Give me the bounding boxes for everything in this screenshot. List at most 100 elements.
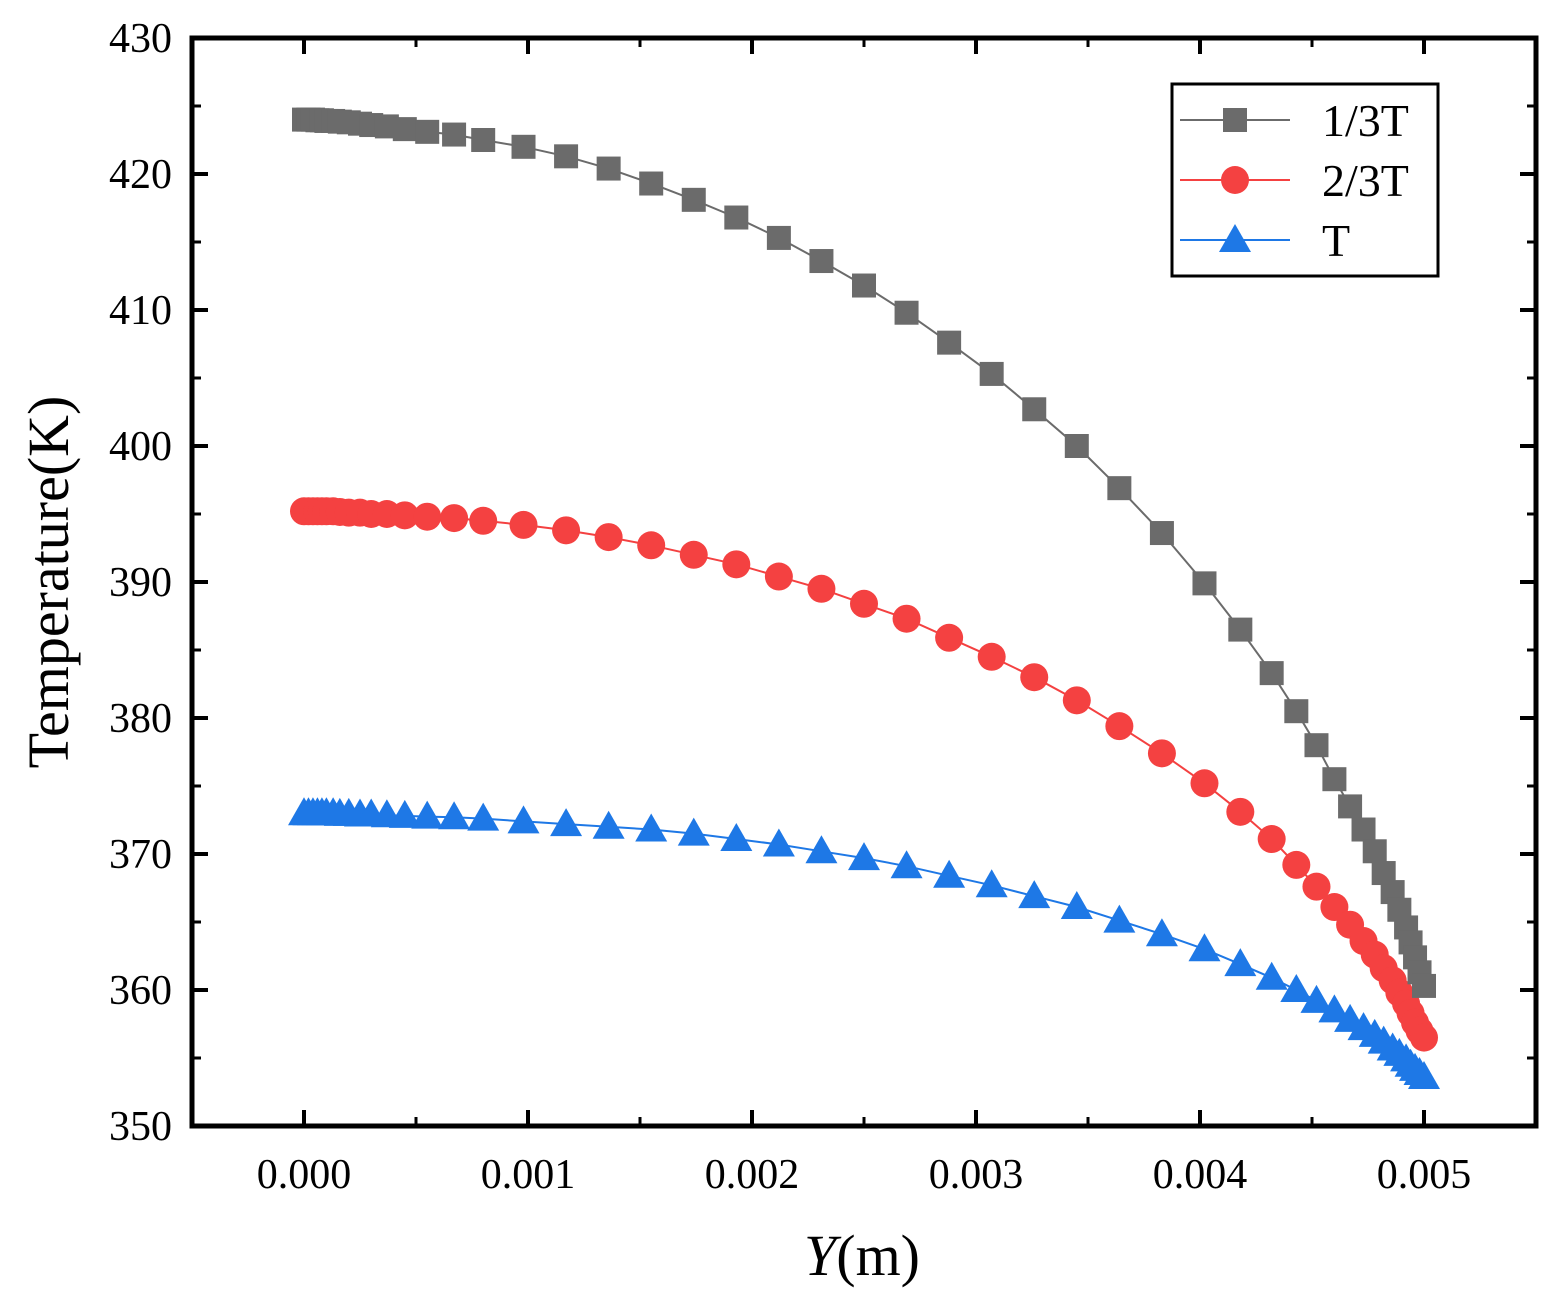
y-axis-title: Temperature(K) <box>16 396 81 769</box>
data-point-triangle <box>1145 918 1178 947</box>
series-T <box>288 797 1440 1090</box>
data-point-square <box>937 330 962 355</box>
data-point-circle <box>722 550 751 579</box>
data-point-circle <box>850 589 878 618</box>
y-tick-label: 390 <box>109 560 172 606</box>
data-point-square <box>1022 397 1047 422</box>
data-point-circle <box>440 504 469 533</box>
data-point-square <box>442 122 467 147</box>
data-point-triangle <box>1224 948 1257 977</box>
data-point-square <box>1412 973 1436 998</box>
data-point-square <box>1259 661 1284 686</box>
data-point-circle <box>764 562 793 591</box>
data-point-square <box>1107 476 1132 501</box>
data-point-circle <box>1410 1023 1438 1052</box>
data-point-triangle <box>635 813 668 842</box>
data-point-triangle <box>1300 984 1333 1013</box>
data-point-circle <box>1105 712 1134 741</box>
data-point-circle <box>594 523 623 552</box>
data-point-square <box>894 300 919 325</box>
data-point-circle <box>390 501 419 530</box>
legend-item-2: 2/3T <box>1180 155 1409 206</box>
x-axis-title: Y(m) <box>804 1223 920 1288</box>
y-tick-label: 430 <box>109 16 172 62</box>
data-point-square <box>392 117 417 142</box>
data-point-triangle <box>550 808 583 837</box>
data-point-triangle <box>1188 933 1221 962</box>
x-tick-label: 0.003 <box>929 1152 1024 1198</box>
y-tick-label: 370 <box>109 832 172 878</box>
y-tick-label: 420 <box>109 152 172 198</box>
data-point-triangle <box>507 805 540 834</box>
x-tick-label: 0.000 <box>257 1152 352 1198</box>
data-point-circle <box>892 604 921 633</box>
data-point-triangle <box>762 828 795 857</box>
data-point-circle <box>509 510 538 539</box>
data-point-circle <box>637 531 666 560</box>
data-point-triangle <box>1280 974 1313 1002</box>
data-point-square <box>1362 839 1387 864</box>
data-point-circle <box>413 502 442 531</box>
legend-item-3: T <box>1180 215 1350 266</box>
data-point-triangle <box>890 850 923 879</box>
data-point-circle <box>552 516 581 545</box>
data-point-triangle <box>1255 961 1288 990</box>
data-point-circle <box>807 574 836 603</box>
data-point-square <box>554 144 579 169</box>
data-point-square <box>809 249 834 274</box>
data-point-square <box>979 361 1004 386</box>
y-tick-label: 350 <box>109 1104 172 1150</box>
data-point-square <box>415 119 440 144</box>
data-point-square <box>1192 571 1217 596</box>
data-point-circle <box>1282 850 1311 879</box>
legend-marker-square <box>1223 108 1247 132</box>
y-axis-title-text: Temperature <box>16 476 81 768</box>
data-point-triangle <box>388 799 421 828</box>
legend-marker-triangle <box>1219 224 1251 252</box>
data-point-triangle <box>720 823 753 852</box>
data-point-triangle <box>677 817 710 846</box>
data-point-triangle <box>848 842 880 871</box>
y-tick-label: 410 <box>109 288 172 334</box>
series-layer <box>288 107 1440 1090</box>
data-point-triangle <box>975 869 1008 898</box>
x-axis-title-unit: (m) <box>836 1223 920 1288</box>
axes-layer: 0.000 0.001 0.002 0.003 0.004 0.005 350 360 370 3… <box>109 16 1536 1198</box>
data-point-square <box>724 205 749 230</box>
data-point-square <box>1284 699 1309 724</box>
data-point-square <box>681 187 706 212</box>
data-point-circle <box>1226 797 1255 826</box>
data-point-triangle <box>411 800 444 829</box>
data-point-triangle <box>1103 904 1136 933</box>
y-axis-title-unit: (K) <box>16 396 81 477</box>
data-point-square <box>852 273 876 298</box>
data-point-circle <box>1020 663 1049 692</box>
data-point-circle <box>469 506 498 535</box>
data-point-square <box>766 225 791 250</box>
data-point-triangle <box>933 859 966 888</box>
data-point-triangle <box>805 835 838 864</box>
y-tick-label: 400 <box>109 424 172 470</box>
data-point-square <box>1322 767 1347 792</box>
data-point-circle <box>679 540 708 569</box>
data-point-circle <box>1257 825 1286 854</box>
data-point-triangle <box>592 810 625 839</box>
legend-label-3: T <box>1322 215 1350 266</box>
data-point-triangle <box>1060 891 1093 920</box>
data-point-triangle <box>1408 1061 1440 1090</box>
data-point-triangle <box>438 801 471 830</box>
legend-label-2: 2/3T <box>1322 155 1409 206</box>
data-point-square <box>639 171 664 196</box>
y-tick-label: 380 <box>109 696 172 742</box>
data-point-circle <box>1302 872 1331 901</box>
data-point-circle <box>1062 686 1091 715</box>
x-tick-label: 0.002 <box>705 1152 800 1198</box>
legend: 1/3T 2/3T T <box>1170 82 1440 278</box>
x-tick-label: 0.001 <box>481 1152 576 1198</box>
data-point-square <box>1304 733 1329 758</box>
series-2/3T <box>290 497 1438 1052</box>
data-point-square <box>1064 434 1089 458</box>
legend-marker-circle <box>1221 166 1249 194</box>
data-point-triangle <box>1318 994 1351 1023</box>
data-point-square <box>596 156 621 181</box>
